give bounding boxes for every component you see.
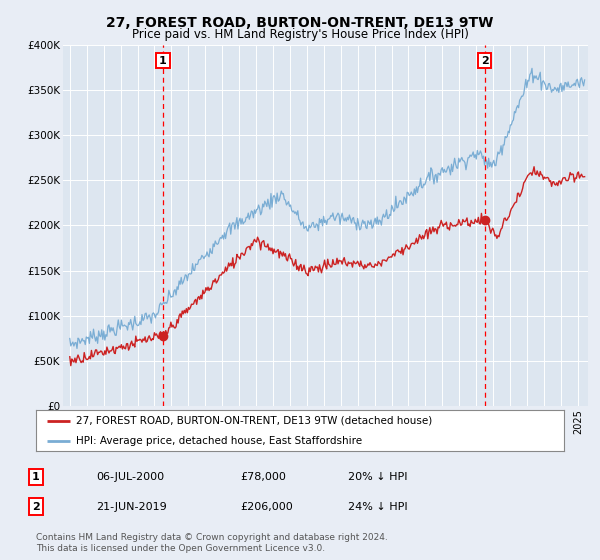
Text: 24% ↓ HPI: 24% ↓ HPI — [348, 502, 407, 512]
Text: Contains HM Land Registry data © Crown copyright and database right 2024.
This d: Contains HM Land Registry data © Crown c… — [36, 533, 388, 553]
Text: £206,000: £206,000 — [240, 502, 293, 512]
Text: 27, FOREST ROAD, BURTON-ON-TRENT, DE13 9TW (detached house): 27, FOREST ROAD, BURTON-ON-TRENT, DE13 9… — [76, 416, 432, 426]
Text: 21-JUN-2019: 21-JUN-2019 — [96, 502, 167, 512]
Text: HPI: Average price, detached house, East Staffordshire: HPI: Average price, detached house, East… — [76, 436, 362, 446]
Text: 1: 1 — [159, 55, 167, 66]
Text: 06-JUL-2000: 06-JUL-2000 — [96, 472, 164, 482]
Text: 1: 1 — [32, 472, 40, 482]
Text: 2: 2 — [481, 55, 488, 66]
Text: Price paid vs. HM Land Registry's House Price Index (HPI): Price paid vs. HM Land Registry's House … — [131, 28, 469, 41]
Text: 2: 2 — [32, 502, 40, 512]
Text: 27, FOREST ROAD, BURTON-ON-TRENT, DE13 9TW: 27, FOREST ROAD, BURTON-ON-TRENT, DE13 9… — [106, 16, 494, 30]
Text: 20% ↓ HPI: 20% ↓ HPI — [348, 472, 407, 482]
Text: £78,000: £78,000 — [240, 472, 286, 482]
